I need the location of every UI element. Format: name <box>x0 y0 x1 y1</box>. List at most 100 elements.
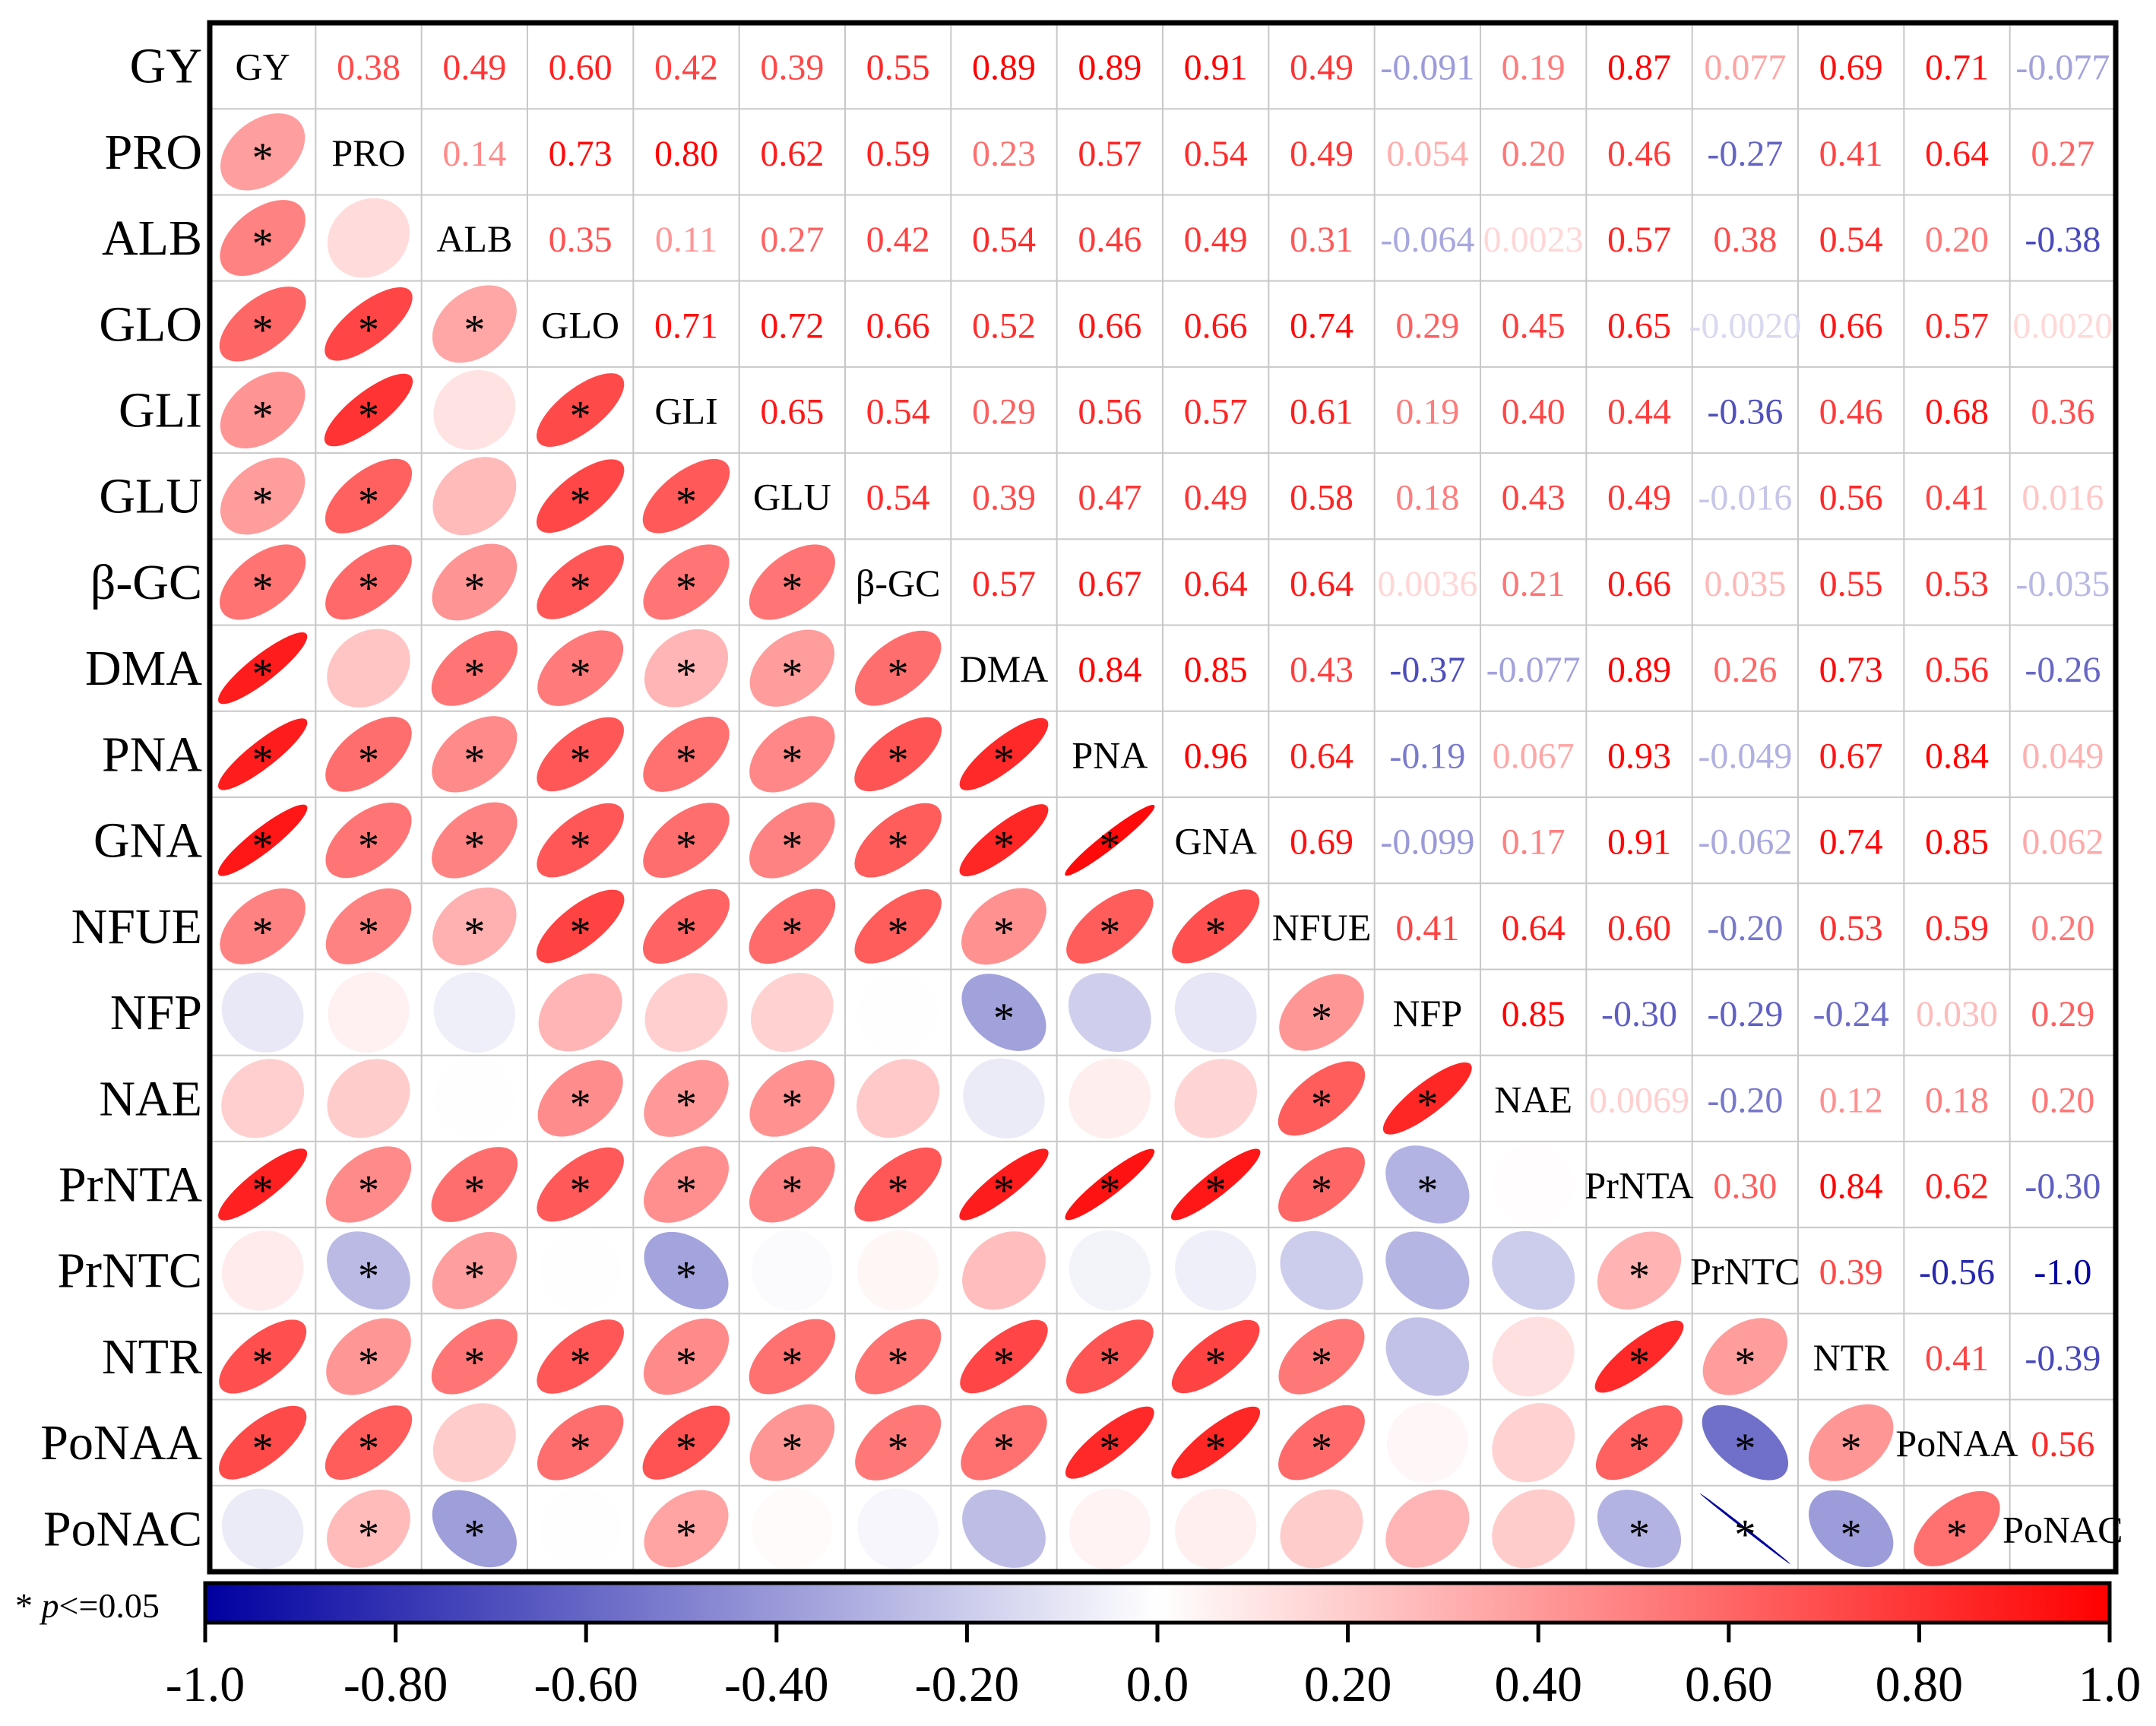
significance-marker: * <box>781 736 803 784</box>
correlation-value: 0.74 <box>1819 822 1883 863</box>
colorbar-tick-label: -0.40 <box>724 1657 828 1712</box>
correlation-value: 0.73 <box>549 134 613 174</box>
correlation-ellipse <box>1069 1488 1151 1569</box>
correlation-ellipse <box>1065 1406 1154 1479</box>
correlation-ellipse <box>1702 1405 1789 1481</box>
correlation-ellipse <box>431 1319 518 1395</box>
colorbar-ticks: -1.0 -0.80 -0.60 -0.40 -0.20 0.0 0.20 0.40 0.60 0… <box>166 1623 2141 1712</box>
correlation-ellipse <box>1069 1058 1151 1139</box>
significance-marker: * <box>464 651 485 698</box>
correlation-value: 0.44 <box>1607 392 1671 432</box>
colorbar-tick-label: 0.80 <box>1876 1657 1964 1712</box>
correlation-value: 0.89 <box>1607 650 1671 690</box>
correlation-value: 0.85 <box>1925 822 1989 863</box>
significance-marker: * <box>252 306 274 353</box>
colorbar-tick-label: 0.60 <box>1685 1657 1773 1712</box>
correlation-value: 0.62 <box>1925 1167 1989 1207</box>
diagonal-label: ALB <box>436 217 512 260</box>
significance-marker: * <box>993 1167 1015 1215</box>
correlation-value: -0.37 <box>1389 650 1465 690</box>
correlation-value: 0.29 <box>972 392 1036 432</box>
correlation-value: 0.47 <box>1078 478 1141 518</box>
correlation-value: 0.26 <box>1713 650 1777 690</box>
significance-marker: * <box>570 393 591 440</box>
correlation-ellipse <box>1914 1490 2000 1566</box>
correlation-ellipse <box>644 973 728 1053</box>
correlation-value: 0.054 <box>1386 134 1468 174</box>
colorbar <box>203 1581 2112 1625</box>
correlation-value: 0.96 <box>1184 736 1248 776</box>
correlation-value: -1.0 <box>2034 1253 2091 1293</box>
correlation-ellipse <box>1597 1231 1682 1310</box>
correlation-value: 0.062 <box>2021 822 2104 863</box>
row-label: GY <box>130 39 202 94</box>
correlation-value: 0.41 <box>1925 1338 1989 1379</box>
significance-marker: * <box>358 1425 379 1472</box>
correlation-value: 0.66 <box>1819 306 1883 346</box>
significance-marker: * <box>252 823 274 870</box>
significance-marker: * <box>676 909 697 956</box>
significance-marker: * <box>252 479 274 526</box>
correlation-value: 0.35 <box>549 220 613 260</box>
correlation-value: -0.24 <box>1813 994 1889 1034</box>
colorbar-tick-label: -0.80 <box>344 1657 448 1712</box>
row-label: GLO <box>99 296 202 352</box>
correlation-ellipse <box>432 543 518 621</box>
correlation-value: 0.61 <box>1290 392 1353 432</box>
correlation-ellipse <box>1385 1145 1470 1224</box>
correlation-ellipse <box>1174 1059 1257 1139</box>
colorbar-tick-label: 0.20 <box>1304 1657 1392 1712</box>
diagonal-label: DMA <box>960 648 1049 690</box>
correlation-ellipse <box>324 373 413 447</box>
diagonal-label: PoNAC <box>2002 1508 2123 1550</box>
colorbar-tick-label: 0.0 <box>1126 1657 1189 1712</box>
correlation-ellipse <box>857 1488 939 1569</box>
significance-marker: * <box>993 736 1015 784</box>
correlation-value: 0.64 <box>1502 908 1566 949</box>
diagonal-label: GNA <box>1175 820 1257 863</box>
correlation-value: 0.66 <box>1184 306 1248 346</box>
significance-marker: * <box>1205 1339 1227 1386</box>
correlation-value: -0.091 <box>1380 48 1474 88</box>
diagonal-label: GLI <box>654 390 717 432</box>
correlation-value: -0.39 <box>2025 1338 2101 1379</box>
correlation-value: 0.66 <box>866 306 930 346</box>
correlation-ellipse <box>325 458 413 534</box>
significance-marker: * <box>570 651 591 698</box>
significance-marker: * <box>888 1167 909 1215</box>
correlation-ellipse <box>537 803 624 878</box>
correlation-value: 0.49 <box>442 48 506 88</box>
colorbar-tick-label: -0.20 <box>915 1657 1019 1712</box>
correlation-value: 0.0069 <box>1589 1080 1689 1120</box>
correlation-ellipse <box>432 1403 516 1483</box>
correlation-value: 0.39 <box>760 48 824 88</box>
correlation-ellipse <box>749 629 835 707</box>
significance-marker: * <box>252 1339 274 1386</box>
significance-marker: * <box>464 909 485 956</box>
correlation-ellipse <box>537 545 624 619</box>
significance-marker: * <box>252 565 274 612</box>
correlation-ellipse <box>325 888 412 964</box>
significance-marker: * <box>252 736 274 784</box>
correlation-ellipse <box>855 1405 942 1481</box>
significance-marker: * <box>993 909 1015 956</box>
significance-marker: * <box>358 306 379 353</box>
correlation-value: 0.74 <box>1290 306 1353 346</box>
significance-marker: * <box>676 1511 697 1558</box>
correlation-ellipse <box>432 457 517 536</box>
correlation-ellipse <box>1382 1062 1472 1135</box>
correlation-value: 0.65 <box>1607 306 1671 346</box>
correlation-value: 0.89 <box>972 48 1036 88</box>
correlation-value: 0.57 <box>972 564 1036 604</box>
correlation-ellipse <box>432 716 518 793</box>
significance-marker: * <box>888 823 909 870</box>
significance-marker: * <box>252 220 274 268</box>
correlation-value: 0.49 <box>1290 134 1353 174</box>
diagonal-label: PrNTC <box>1690 1250 1800 1293</box>
correlation-ellipse <box>1278 1405 1365 1481</box>
correlation-ellipse <box>1280 1230 1363 1310</box>
correlation-value: 0.20 <box>1925 220 1989 260</box>
correlation-ellipse <box>537 1405 624 1481</box>
correlation-value: 0.36 <box>2031 392 2094 432</box>
